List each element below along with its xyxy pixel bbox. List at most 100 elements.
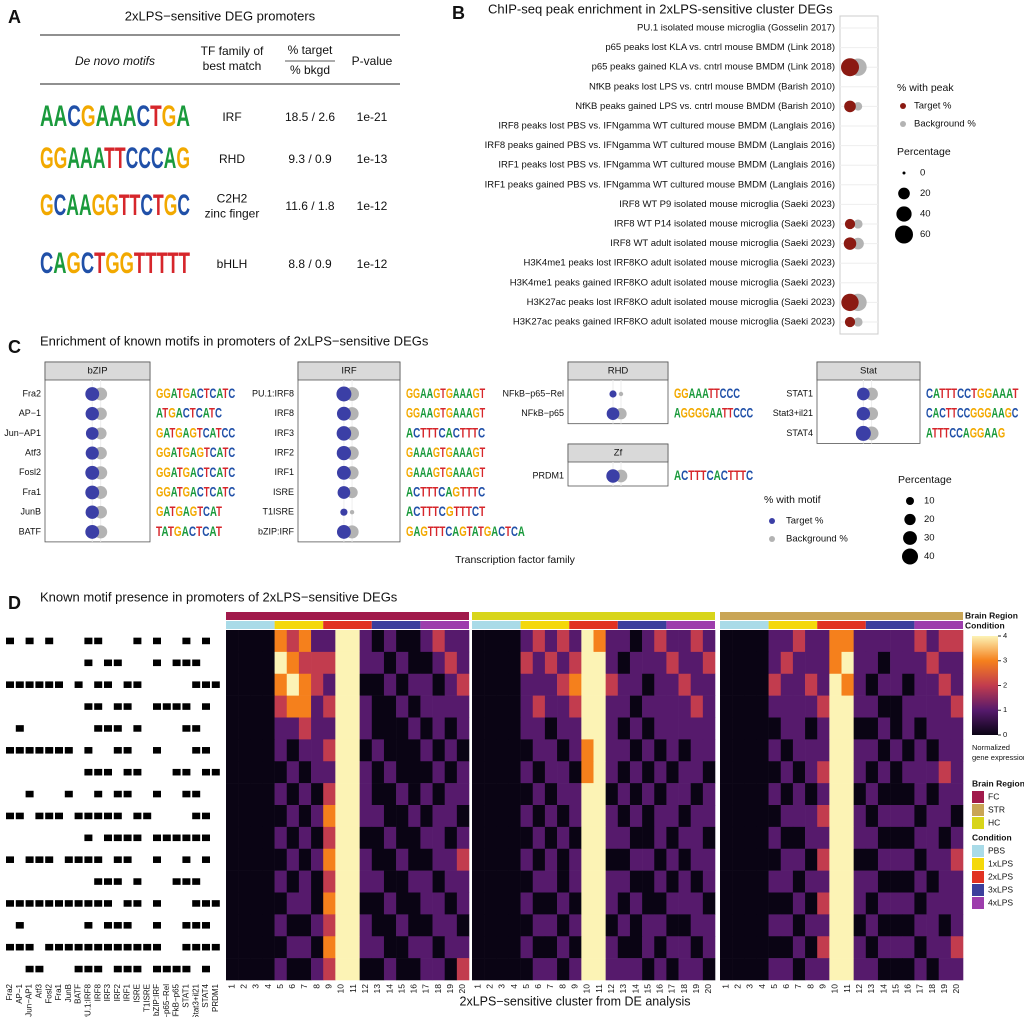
logo-letter: T: [722, 404, 728, 420]
motif-presence: [94, 703, 103, 710]
motif-presence: [182, 790, 191, 798]
heat-cell: [732, 914, 745, 937]
heat-cell: [702, 848, 716, 871]
heat-cell: [890, 805, 903, 828]
motif-presence: [104, 856, 112, 863]
motif-presence: [163, 900, 171, 907]
heat-cell: [250, 805, 263, 828]
colorbar-tick-label: 4: [1003, 631, 1007, 640]
heat-cell: [938, 630, 952, 653]
motif-presence: [192, 966, 200, 973]
motif-presence: [6, 812, 14, 820]
heat-cell: [926, 783, 939, 806]
y-tick-label: IRF3: [274, 428, 294, 438]
dot: [841, 293, 859, 312]
heat-cell: [744, 848, 757, 871]
motif-logo: ACTTTCAGTTTC: [406, 483, 485, 499]
heat-cell: [274, 651, 288, 675]
heat-cell: [914, 805, 927, 828]
logo-letter: A: [420, 385, 427, 401]
heat-cell: [520, 848, 534, 871]
heat-cell: [396, 717, 409, 740]
heat-cell: [581, 848, 594, 871]
dot: [85, 524, 100, 539]
logo-letter: C: [210, 483, 217, 499]
motif-presence: [114, 681, 122, 688]
motif-presence: [182, 659, 191, 667]
heat-cell: [250, 673, 263, 696]
motif-label: T1ISRE: [142, 984, 151, 1012]
heat-cell: [347, 805, 360, 828]
logo-letter: G: [459, 523, 467, 539]
motif-logo: CAGCTGGTTTTT: [40, 247, 190, 280]
legend-label: Target %: [914, 101, 952, 112]
logo-letter: G: [446, 404, 453, 420]
logo-letter: T: [134, 247, 145, 280]
motif-presence: [104, 900, 112, 907]
heat-cell: [286, 848, 300, 871]
y-tick-label: PU.1:IRF8: [252, 388, 294, 398]
y-tick-label: H3K4me1 peaks gained IRF8KO adult isolat…: [510, 277, 835, 288]
motif-presence: [133, 637, 142, 645]
motif-label: NFkB−p65−Rel: [162, 984, 171, 1017]
heat-cell: [617, 826, 631, 850]
heat-cell: [617, 739, 631, 762]
heat-cell: [853, 695, 867, 718]
logo-letter: C: [126, 142, 139, 175]
heat-cell: [262, 870, 275, 893]
motif-label: ISRE: [133, 984, 142, 1003]
heat-cell: [654, 805, 667, 828]
motif-label: Fra1: [54, 983, 63, 1000]
motif-presence: [113, 703, 122, 710]
motif-presence: [182, 681, 190, 688]
heat-cell: [780, 673, 794, 696]
motif-presence: [113, 812, 122, 820]
heat-cell: [914, 848, 927, 871]
heat-cell: [654, 892, 667, 915]
motif-presence: [6, 943, 14, 951]
motif-label: STAT4: [201, 983, 210, 1007]
heat-cell: [914, 739, 927, 762]
heat-cell: [593, 848, 606, 871]
motif-presence: [182, 637, 191, 645]
logo-letter: C: [228, 424, 235, 440]
heat-cell: [732, 630, 745, 653]
heat-cell: [768, 717, 782, 740]
motif-presence: [124, 660, 132, 667]
legend-label: Background %: [786, 534, 848, 545]
heat-cell: [792, 630, 806, 653]
motif-presence: [25, 747, 34, 754]
heat-cell: [396, 870, 409, 893]
heat-cell: [666, 848, 679, 871]
motif-presence: [123, 922, 132, 929]
heat-cell: [371, 761, 385, 784]
heat-cell: [396, 848, 409, 871]
heat-cell: [347, 630, 360, 653]
p-value: 1e-13: [357, 152, 388, 166]
heat-cell: [408, 695, 421, 718]
motif-presence: [6, 922, 14, 929]
motif-presence: [123, 790, 132, 798]
heat-cell: [756, 695, 769, 718]
heat-cell: [420, 651, 433, 675]
motif-presence: [104, 791, 112, 798]
motif-presence: [182, 965, 191, 973]
heat-cell: [702, 739, 716, 762]
heat-cell: [581, 761, 594, 784]
heat-cell: [298, 673, 312, 696]
heat-cell: [780, 892, 794, 915]
heat-cell: [371, 717, 385, 740]
heat-cell: [877, 914, 891, 937]
heat-cell: [865, 630, 879, 653]
logo-letter: G: [998, 424, 1005, 440]
heat-cell: [444, 914, 458, 937]
heat-cell: [654, 914, 667, 937]
legend-title: % with motif: [764, 494, 821, 506]
heat-cell: [593, 805, 606, 828]
heat-cell: [274, 630, 288, 653]
motif-presence: [202, 900, 210, 907]
motif-presence: [65, 725, 73, 732]
heat-cell: [805, 936, 818, 959]
motif-presence: [84, 791, 92, 798]
motif-presence: [211, 943, 220, 951]
